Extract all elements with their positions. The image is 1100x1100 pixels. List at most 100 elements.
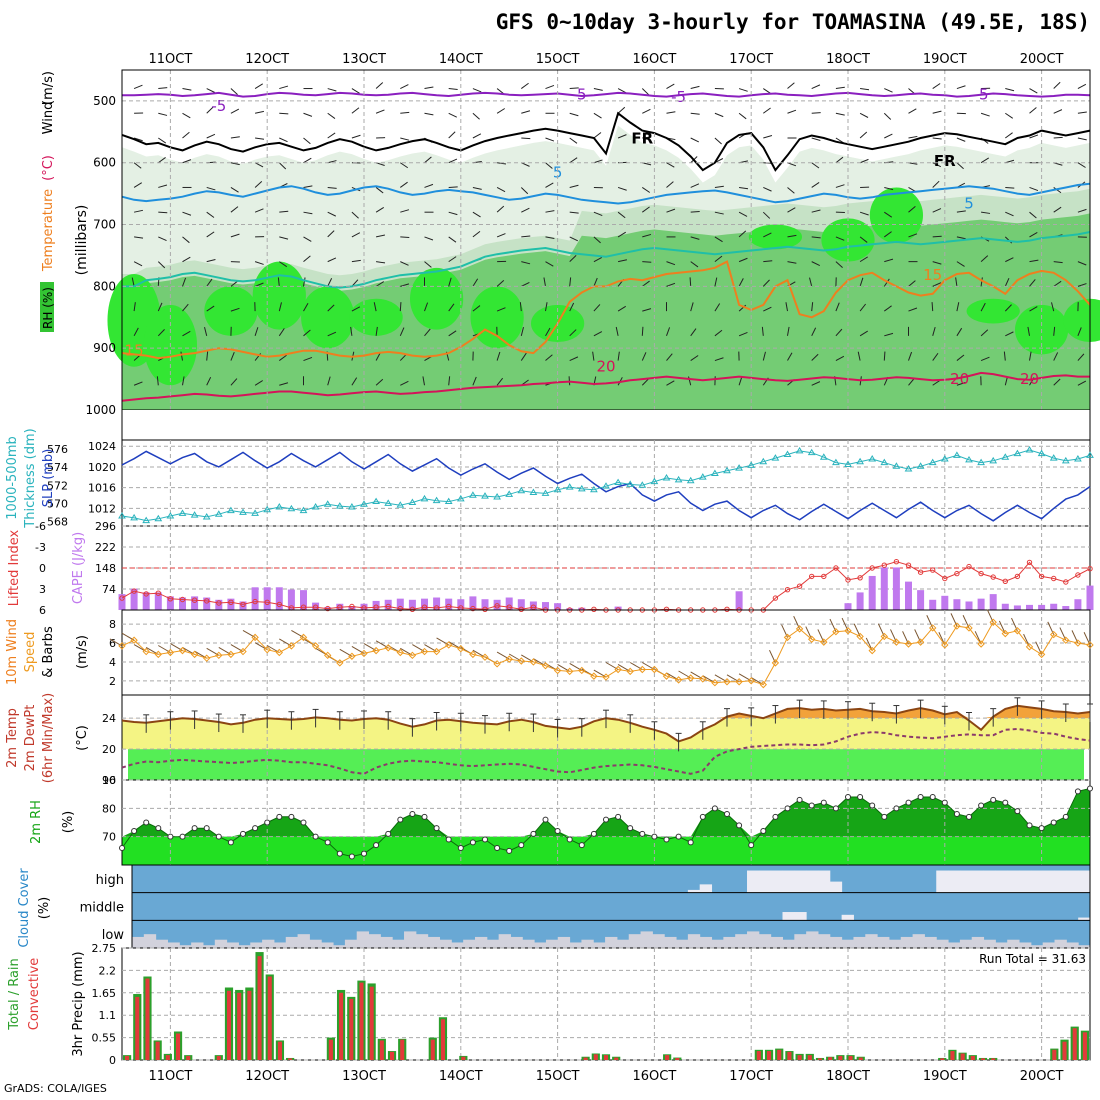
cloud-cell-low [723,936,736,948]
rh2m-marker [457,845,464,851]
wind-barb [1053,261,1063,264]
wind-speed-marker [723,678,731,686]
cloud-cell-high [971,870,985,893]
thickness-marker [1074,455,1082,462]
wind-speed-marker [711,679,719,687]
cloud-cell-low [995,942,1008,948]
wind-barb [182,256,191,263]
wind-barb [545,261,554,267]
time-tick-label-bottom: 19OCT [923,1069,967,1084]
wind-barb [593,256,603,263]
cloud-cell-low [959,939,973,948]
wind-barb [690,112,700,115]
cloud-cell-high [699,884,713,893]
wind-barb [980,302,986,312]
wind-barb [521,207,530,213]
wind-barb [884,133,893,139]
wind-barb [1053,352,1059,361]
cloud-cell-low [569,942,582,948]
cape-bar [166,596,174,610]
wind-barb [278,302,282,312]
wind-barb [351,377,358,386]
thickness-marker [275,503,284,510]
wind-speed-marker [1086,641,1094,649]
wind-barb [521,281,530,287]
li-marker [228,599,234,605]
wind-barb [254,327,259,336]
li-marker [373,604,379,610]
li-tick-label: -6 [35,520,46,533]
wind-barb [884,211,893,218]
wind-speed-marker [481,653,489,661]
wind-barb [327,88,337,92]
rh2m-marker [760,828,767,834]
wind-barb [980,112,990,117]
cape-bar [396,598,404,610]
thickness-marker [190,511,199,518]
rh2m-marker [1038,825,1045,832]
wind-barb [835,112,845,116]
cloud-cell-low [321,942,334,948]
dewpoint-line [121,727,1091,775]
wind-barb [569,356,579,362]
wind-barb [617,259,628,263]
cape-tick-label: 74 [102,583,116,596]
rh2m-marker [215,833,222,840]
thickness-marker [1086,451,1094,458]
rh2m-marker [494,845,501,851]
li-marker [833,565,839,571]
rh2m-marker [941,799,948,806]
wind-barb [884,258,894,263]
li-marker [809,573,815,580]
wind-barb [956,85,966,90]
cape-bar [251,587,259,610]
wind-speed-marker [142,647,150,656]
precip-convective-bar [1062,1041,1067,1060]
precip-convective-bar [950,1051,955,1060]
cloud-cell-low [380,936,393,948]
wind-barb [763,107,771,114]
cloud-cell-low [273,942,287,948]
cloud-cell-low [1007,939,1020,948]
rh2m-marker [627,825,634,832]
wind-barb [448,256,457,263]
wind-barb [787,352,793,361]
wind-barb [424,328,431,337]
li-marker [312,604,319,610]
wind-speed-marker [323,651,332,660]
wind-barb [1005,88,1015,92]
cape-bar [856,592,864,610]
wind-barb [908,280,916,287]
li-marker [446,603,452,610]
wind-barb [617,106,626,114]
cape-bar [953,599,961,610]
wind-barb [424,86,434,90]
rh2m-marker [179,833,186,840]
wind-speed-marker [384,644,392,652]
wind-barb [714,277,718,287]
thickness-marker [239,508,247,515]
wind-barb [956,302,960,312]
wind-barb [1005,132,1013,139]
wind-axis-label: Wind [41,102,56,135]
cape-bar [529,601,537,610]
wind-barb [472,230,481,238]
cloud-cell-middle [794,912,807,921]
wind-speed-marker [977,640,985,648]
wind-barb [400,283,410,287]
time-tick-label-top: 15OCT [536,52,580,67]
wind-barb [327,160,337,164]
wind-barb [496,279,505,287]
cape-bar [505,597,513,610]
thickness-marker [493,493,501,500]
thickness-marker [299,506,308,514]
li-marker [143,591,149,597]
wind-barb [496,187,506,193]
precip-convective-bar [858,1057,863,1060]
precip-convective-bar [787,1051,792,1060]
cloud-cell-low [865,934,878,948]
rh2m-marker [155,825,162,832]
precip-convective-bar [756,1051,761,1060]
wind-barb [569,302,575,312]
wind-barb [448,211,458,216]
